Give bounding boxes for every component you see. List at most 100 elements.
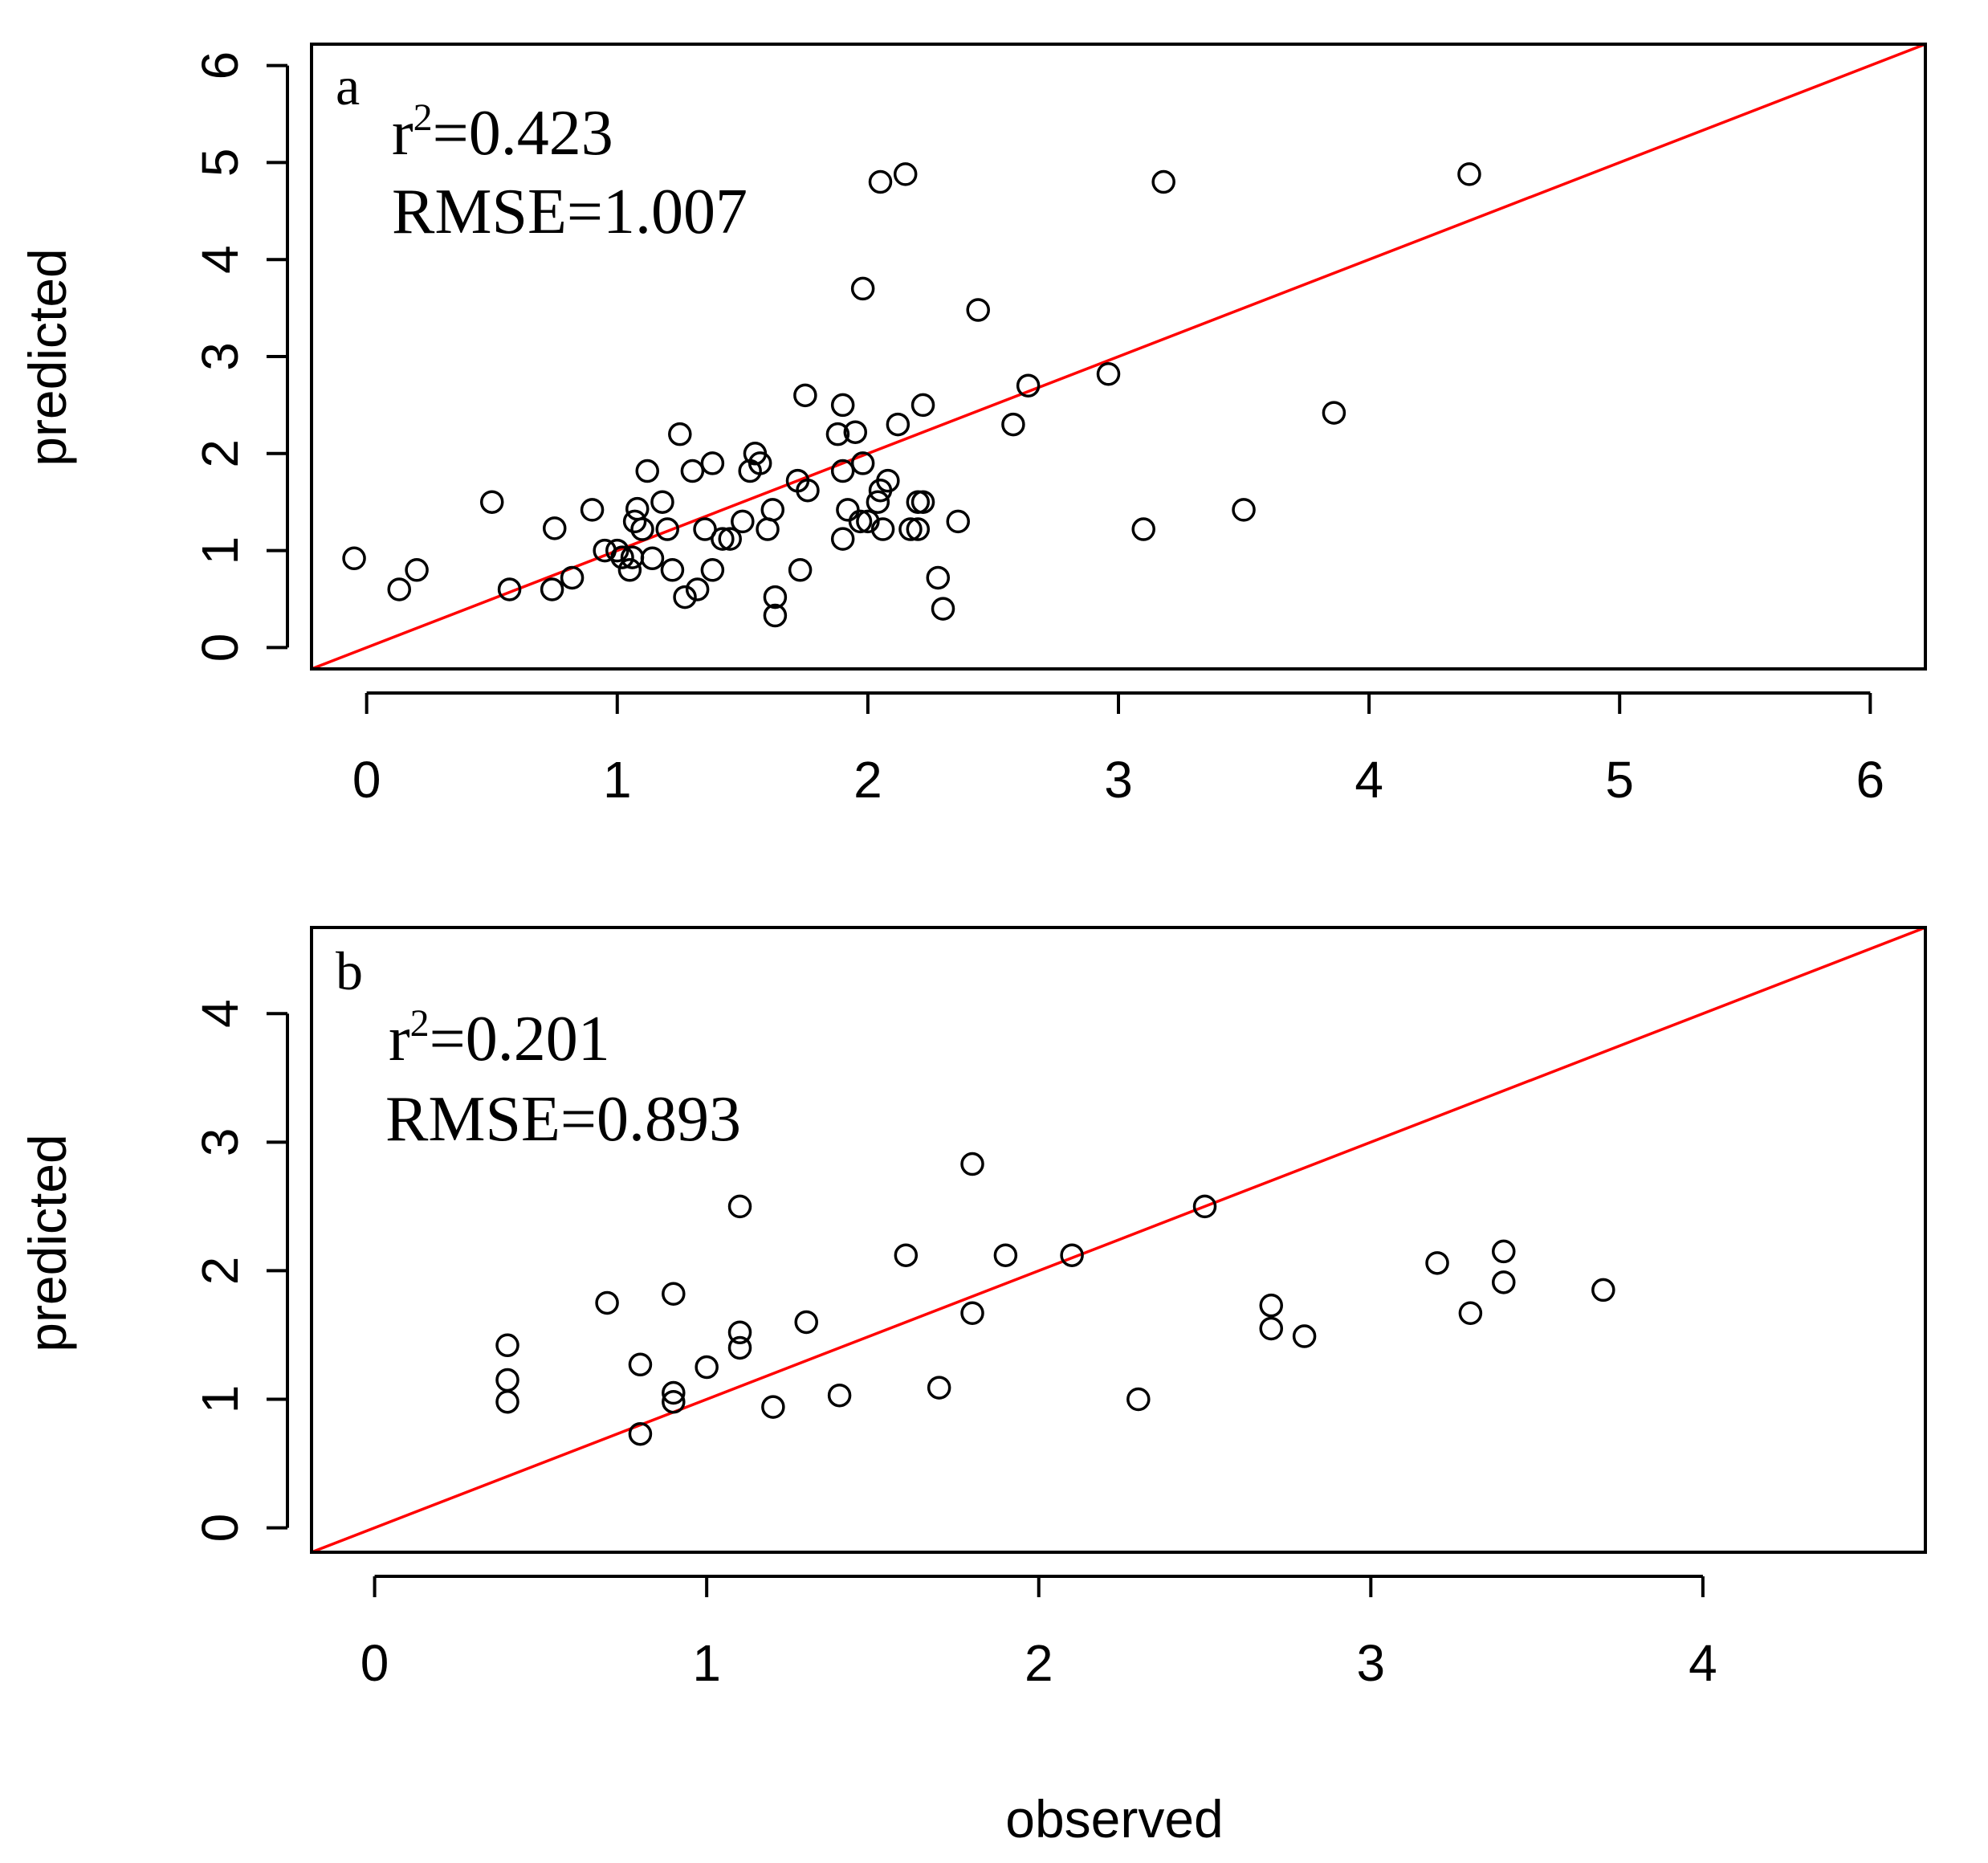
- panel-a-x-tick-label: 5: [1605, 751, 1634, 809]
- panel-a-x-tick-label: 2: [853, 751, 882, 809]
- panel-a-data-point: [850, 276, 875, 301]
- panel-b-data-point: [894, 1243, 919, 1267]
- panel-b-y-tick-label: 1: [191, 1385, 249, 1414]
- panel-b-r-squared: r2=0.201: [389, 1002, 610, 1074]
- panel-b-data-point: [1591, 1278, 1615, 1302]
- panel-a-data-point: [497, 577, 522, 601]
- panel-a-x-tick-label: 0: [352, 751, 381, 809]
- panel-b-data-point: [1425, 1251, 1449, 1275]
- panel-a-data-point: [711, 527, 735, 551]
- panel-b-data-point: [1259, 1293, 1283, 1318]
- panel-b-data-point: [662, 1389, 686, 1414]
- panel-a-data-point: [830, 393, 855, 418]
- panel-a-y-tick-label: 5: [191, 149, 249, 177]
- panel-a-y-tick-label: 2: [191, 439, 249, 468]
- panel-a-data-point: [850, 451, 875, 475]
- panel-a-data-point: [763, 585, 788, 609]
- panel-b-data-point: [927, 1376, 951, 1400]
- panel-a-y-tick-label: 4: [191, 245, 249, 274]
- panel-a-data-point: [650, 490, 674, 514]
- panel-a-data-point: [1016, 373, 1041, 397]
- panel-b-data-point: [727, 1335, 752, 1360]
- panel-a-data-point: [700, 558, 725, 582]
- panel-b-data-point: [761, 1395, 785, 1419]
- panel-a-data-point: [825, 422, 850, 446]
- panel-a-data-point: [886, 412, 910, 437]
- panel-b-reference-line: [311, 926, 1926, 1554]
- panel-b-x-tick-label: 2: [1025, 1634, 1053, 1692]
- panel-a-data-point: [1001, 412, 1025, 437]
- panel-b-data-point: [1492, 1239, 1516, 1264]
- panel-b-plot-frame: [310, 926, 1927, 1554]
- panel-a-data-point: [685, 577, 710, 601]
- panel-a-data-point: [540, 577, 564, 601]
- panel-a-rmse: RMSE=1.007: [392, 177, 748, 247]
- panel-a-y-tick-label: 1: [191, 536, 249, 565]
- panel-b-data-point: [727, 1320, 752, 1345]
- panel-a-data-point: [640, 546, 665, 571]
- panel-a-data-point: [870, 517, 895, 541]
- panel-a-data-point: [796, 478, 820, 503]
- panel-b-plot-region: [311, 926, 1926, 1554]
- panel-b-data-point: [695, 1355, 719, 1380]
- panel-b-data-point: [1259, 1316, 1283, 1341]
- panel-a-plot-region: [311, 43, 1926, 671]
- panel-b-rmse: RMSE=0.893: [385, 1084, 741, 1155]
- panel-a-data-point: [655, 517, 679, 541]
- panel-a-data-point: [610, 545, 634, 569]
- panel-a-data-point: [946, 509, 970, 534]
- panel-b-reference-line-group: [311, 926, 1926, 1554]
- panel-a-data-point: [1131, 517, 1155, 541]
- panel-a-data-point: [630, 517, 654, 541]
- panel-a-data-point: [931, 597, 955, 621]
- panel-b-r-squared-prefix: r: [389, 1004, 410, 1074]
- panel-b-data-point: [1292, 1324, 1317, 1348]
- panel-a-data-point: [763, 603, 788, 628]
- panel-b-x-axis: 0 1 2 3 4: [361, 1575, 1717, 1692]
- panel-b-data-point: [1060, 1243, 1084, 1267]
- panel-b-data-point: [827, 1383, 852, 1408]
- panel-a-data-point: [906, 517, 931, 541]
- panel-b-data-point: [1126, 1387, 1151, 1412]
- panel-a-letter: a: [336, 55, 360, 116]
- panel-b-y-tick-label: 2: [191, 1257, 249, 1286]
- panel-a-data-point: [660, 558, 685, 582]
- panel-a-data-point: [580, 498, 605, 522]
- panel-b-data-point: [495, 1389, 519, 1414]
- panel-a-plot-frame: [310, 43, 1927, 671]
- panel-b-y-axis-title: predicted: [18, 1134, 77, 1352]
- panel-b-data-point: [662, 1282, 686, 1306]
- panel-a-data-point: [856, 509, 880, 534]
- panel-a-data-point: [718, 527, 742, 551]
- panel-a-data-point: [898, 517, 923, 541]
- panel-a-reference-line: [311, 43, 1926, 671]
- panel-a-data-point: [731, 509, 755, 534]
- panel-a-data-point: [673, 585, 697, 609]
- panel-a-r-squared-exponent: 2: [413, 96, 433, 139]
- panel-a-x-axis: 0 1 2 3 4 5 6: [352, 691, 1884, 809]
- panel-a-y-tick-label: 3: [191, 342, 249, 371]
- panel-a-data-point: [868, 169, 893, 194]
- panel-b-x-tick-label: 1: [692, 1634, 721, 1692]
- panel-b-data-points: [495, 1152, 1615, 1446]
- panel-b-data-point: [595, 1290, 619, 1315]
- panel-a-y-tick-label: 0: [191, 634, 249, 662]
- panel-a-data-point: [668, 422, 692, 446]
- panel-a-data-point: [635, 459, 659, 483]
- panel-b-data-point: [495, 1333, 519, 1358]
- panel-a-data-point: [693, 517, 717, 541]
- panel-a-x-tick-label: 1: [603, 751, 632, 809]
- panel-a-data-point: [910, 490, 935, 514]
- panel-b-r-squared-exponent: 2: [410, 1002, 430, 1045]
- panel-b-data-point: [628, 1421, 653, 1446]
- panel-a-y-axis: 0 1 2 3 4 5 6: [191, 51, 289, 662]
- panel-a-data-point: [680, 459, 705, 483]
- panel-b-letter: b: [336, 940, 363, 1001]
- panel-a-data-points: [342, 162, 1481, 628]
- panel-a-data-point: [479, 490, 504, 514]
- panel-a-data-point: [788, 558, 813, 582]
- panel-a-data-point: [542, 516, 567, 540]
- x-axis-title: observed: [1005, 1789, 1224, 1849]
